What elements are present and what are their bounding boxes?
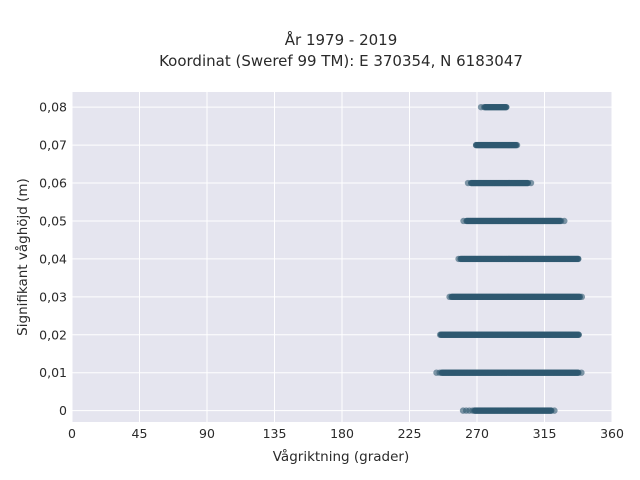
y-tick-label: 0,04	[39, 251, 67, 266]
x-tick-label: 180	[330, 426, 354, 441]
y-tick-label: 0,02	[39, 327, 67, 342]
x-tick-label: 135	[263, 426, 287, 441]
y-tick-label: 0,01	[39, 365, 67, 380]
y-axis-ticks: 0 0,01 0,02 0,03 0,04 0,05 0,06 0,07 0,08	[39, 100, 67, 418]
y-tick-label: 0,03	[39, 289, 67, 304]
x-tick-label: 225	[398, 426, 422, 441]
data-point	[575, 255, 582, 263]
y-tick-label: 0,08	[39, 100, 67, 115]
data-point	[578, 369, 585, 376]
y-tick-label: 0	[59, 403, 67, 418]
data-point	[527, 179, 535, 187]
y-tick-label: 0,06	[39, 176, 67, 191]
data-point	[513, 141, 521, 149]
x-tick-label: 270	[465, 426, 489, 441]
x-tick-label: 45	[132, 426, 148, 441]
x-tick-label: 90	[199, 426, 215, 441]
data-point	[551, 407, 558, 414]
x-axis-label: Vågriktning (grader)	[273, 448, 410, 465]
x-axis-ticks: 0 45 90 135 180 225 270 315 360	[68, 426, 624, 441]
x-tick-label: 0	[68, 426, 76, 441]
y-tick-label: 0,05	[39, 213, 67, 228]
chart-title-line-2: Koordinat (Sweref 99 TM): E 370354, N 61…	[159, 52, 523, 70]
y-axis-label: Signifikant våghöjd (m)	[14, 178, 31, 336]
data-point	[575, 331, 582, 338]
y-tick-label: 0,07	[39, 138, 67, 153]
x-tick-label: 315	[533, 426, 557, 441]
data-point	[561, 217, 568, 225]
x-tick-label: 360	[600, 426, 624, 441]
chart-title-line-1: År 1979 - 2019	[285, 30, 398, 49]
data-point	[578, 293, 586, 301]
data-points	[433, 103, 586, 414]
data-point	[503, 103, 510, 111]
